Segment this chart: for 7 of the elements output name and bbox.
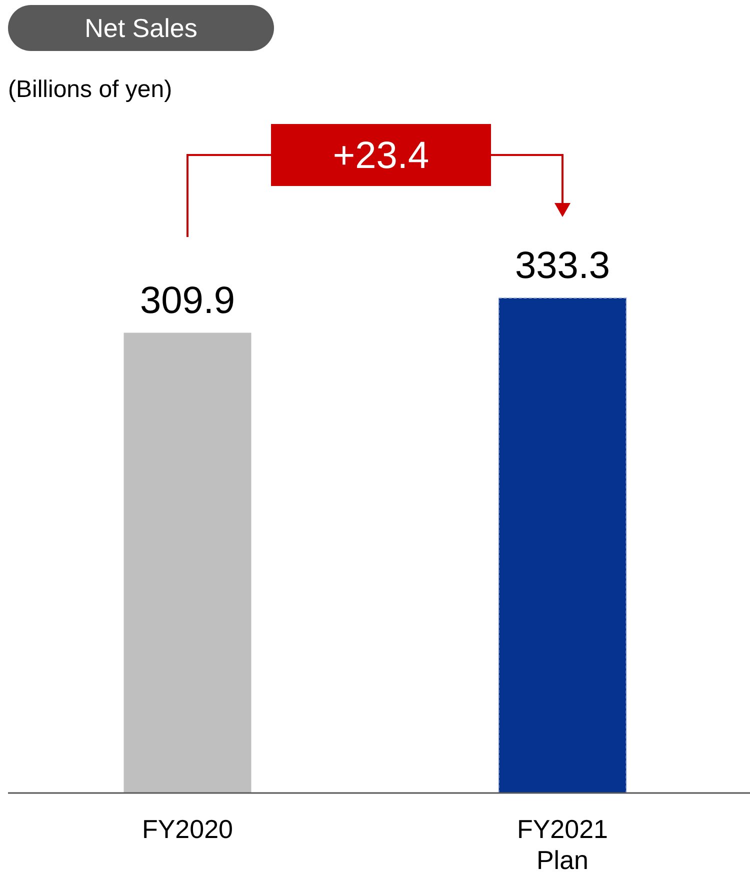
chart-subtitle: (Billions of yen)	[8, 76, 172, 103]
data-label: 333.3	[514, 245, 610, 287]
text: +23.4	[332, 135, 430, 177]
x-tick-label: FY2021 Plan	[516, 814, 608, 875]
data-label: 309.9	[140, 280, 236, 322]
chart-title: Net Sales	[84, 13, 198, 43]
x-tick-label: FY2020	[142, 814, 234, 844]
